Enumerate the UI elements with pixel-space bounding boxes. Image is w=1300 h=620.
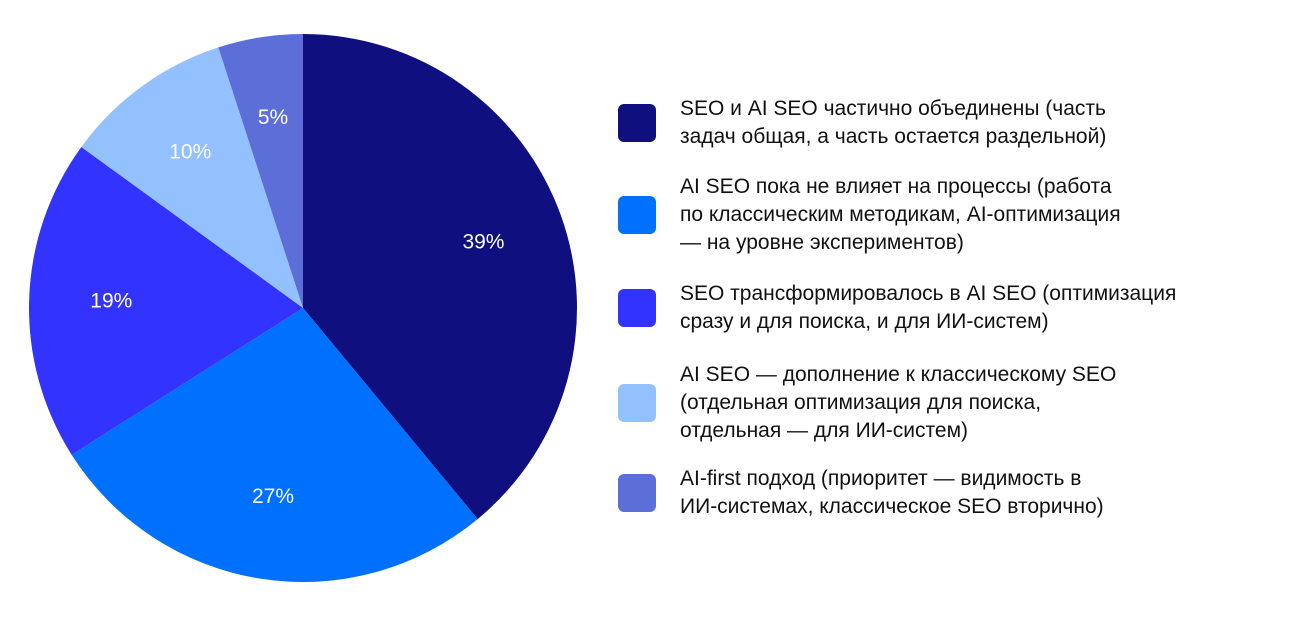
legend-swatch xyxy=(618,196,656,234)
slice-label: 39% xyxy=(462,231,504,254)
slice-label: 10% xyxy=(169,140,211,163)
legend-item: AI SEO — дополнение к классическому SEO … xyxy=(618,361,1280,445)
pie-slice xyxy=(71,308,478,582)
pie: 39% 27% 19% 10% 5% xyxy=(29,34,577,582)
pie-slice xyxy=(303,34,577,520)
legend-text: SEO трансформировалось в AI SEO (оптимиз… xyxy=(680,282,1177,333)
slice-label: 5% xyxy=(258,106,288,129)
pie-slice xyxy=(218,34,303,308)
legend-item: SEO трансформировалось в AI SEO (оптимиз… xyxy=(618,280,1280,336)
legend-text: AI SEO — дополнение к классическому SEO … xyxy=(680,363,1117,442)
legend-item: AI-first подход (приоритет — видимость в… xyxy=(618,465,1280,521)
legend-text: AI-first подход (приоритет — видимость в… xyxy=(680,467,1104,518)
legend-swatch xyxy=(618,104,656,142)
pie-slice xyxy=(29,146,303,455)
legend-text: SEO и AI SEO частично объединены (часть … xyxy=(680,97,1107,148)
legend-swatch xyxy=(618,474,656,512)
slice-label: 27% xyxy=(252,485,294,508)
legend-text: AI SEO пока не влияет на процессы (работ… xyxy=(680,175,1121,254)
pie-slice xyxy=(81,47,303,308)
legend-item: AI SEO пока не влияет на процессы (работ… xyxy=(618,173,1280,257)
legend-item: SEO и AI SEO частично объединены (часть … xyxy=(618,95,1280,151)
slice-label: 19% xyxy=(90,290,132,313)
legend-swatch xyxy=(618,384,656,422)
legend-swatch xyxy=(618,289,656,327)
